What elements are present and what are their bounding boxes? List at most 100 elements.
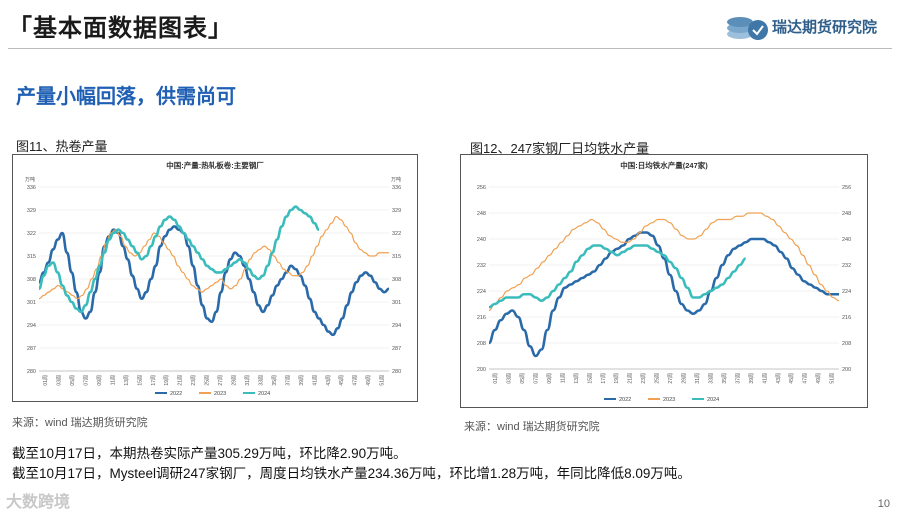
right-xtick: 47周 — [803, 373, 809, 384]
right-ytick-left: 216 — [477, 315, 486, 321]
watermark-text: 大数跨境 — [6, 494, 71, 511]
right-xtick: 11周 — [560, 373, 566, 383]
page-header-title: 「基本面数据图表」 — [8, 15, 233, 42]
right-legend-label-2024: 2024 — [707, 397, 719, 403]
right-ytick-right: 208 — [842, 341, 851, 347]
right-xtick: 35周 — [722, 373, 728, 384]
left-ytick-left: 308 — [27, 277, 36, 283]
right-xtick: 15周 — [587, 373, 593, 384]
right-xtick: 31周 — [695, 373, 701, 384]
left-chart-frame: 中国:产量:热轧板卷:主要钢厂 万吨 万吨 280 280 287 287 294 294 301… — [12, 154, 418, 402]
left-ytick-left: 280 — [27, 369, 36, 375]
left-xtick: 15周 — [137, 375, 143, 386]
left-ytick-right: 322 — [392, 231, 401, 237]
left-xtick: 43周 — [326, 375, 332, 386]
right-legend-label-2023: 2023 — [663, 397, 675, 403]
right-xtick: 05周 — [520, 373, 526, 384]
left-ytick-right: 315 — [392, 254, 401, 260]
right-ytick-left: 232 — [477, 263, 486, 269]
right-xtick: 29周 — [682, 373, 688, 384]
left-xtick: 05周 — [70, 375, 76, 386]
left-ytick-left: 294 — [27, 323, 36, 329]
left-unit-right: 万吨 — [391, 176, 401, 183]
left-ytick-left: 336 — [27, 185, 36, 191]
right-xtick: 39周 — [749, 373, 755, 384]
left-xtick: 13周 — [124, 375, 130, 386]
right-xtick: 27周 — [668, 373, 674, 384]
right-xtick: 37周 — [735, 373, 741, 384]
left-legend-label-2024: 2024 — [258, 391, 270, 397]
right-xtick: 17周 — [601, 373, 607, 384]
right-xtick: 23周 — [641, 373, 647, 384]
left-xtick: 41周 — [312, 375, 318, 386]
section-subtitle: 产量小幅回落，供需尚可 — [16, 86, 236, 108]
right-series-2024-line — [488, 244, 747, 309]
left-xtick: 25周 — [205, 375, 211, 386]
right-ytick-left: 248 — [477, 211, 486, 217]
right-xtick: 21周 — [628, 373, 634, 384]
left-chart-caption: 图11、热卷产量 — [16, 139, 108, 154]
left-ytick-right: 329 — [392, 208, 401, 214]
right-xtick: 13周 — [574, 373, 580, 384]
left-xtick: 29周 — [232, 375, 238, 386]
right-series-2023-line — [488, 212, 840, 312]
right-xtick: 09周 — [547, 373, 553, 384]
coin-stack-icon — [727, 17, 768, 40]
right-ytick-left: 240 — [477, 237, 486, 243]
page-number: 10 — [877, 498, 890, 510]
right-ytick-right: 256 — [842, 185, 851, 191]
left-xtick: 35周 — [272, 375, 278, 386]
left-xtick: 03周 — [57, 375, 63, 386]
right-ytick-right: 200 — [842, 367, 851, 373]
left-xtick: 45周 — [339, 375, 345, 386]
brand-logo: 瑞达期货研究院 — [722, 6, 892, 46]
left-xtick: 23周 — [191, 375, 197, 386]
left-xtick: 17周 — [151, 375, 157, 386]
left-xtick: 37周 — [285, 375, 291, 386]
left-ytick-right: 280 — [392, 369, 401, 375]
brand-logo-text: 瑞达期货研究院 — [772, 19, 878, 36]
left-chart-title: 中国:产量:热轧板卷:主要钢厂 — [166, 160, 264, 170]
note-line-2: 截至10月17日，Mysteel调研247家钢厂，周度日均铁水产量234.36万… — [12, 466, 691, 481]
left-ytick-right: 308 — [392, 277, 401, 283]
left-ytick-right: 301 — [392, 300, 401, 306]
left-series-2022-line — [38, 225, 390, 337]
right-chart-title: 中国:日均铁水产量(247家) — [620, 160, 708, 170]
footer-watermark: 大数跨境 — [6, 488, 70, 512]
left-xtick: 51周 — [380, 375, 386, 386]
right-chart-frame: 中国:日均铁水产量(247家) 200 200 208 208 216 216 224 224 2… — [460, 154, 868, 408]
note-line-1: 截至10月17日，本期热卷实际产量305.29万吨，环比降2.90万吨。 — [12, 446, 407, 461]
left-xtick: 31周 — [245, 375, 251, 386]
left-ytick-right: 287 — [392, 346, 401, 352]
left-ytick-left: 322 — [27, 231, 36, 237]
left-xtick: 33周 — [258, 375, 264, 386]
right-chart-caption: 图12、247家钢厂日均铁水产量 — [470, 141, 650, 156]
right-legend-label-2022: 2022 — [619, 397, 631, 403]
left-series-2024-line — [38, 205, 320, 314]
right-xtick: 07周 — [533, 373, 539, 384]
left-ytick-left: 287 — [27, 346, 36, 352]
right-ytick-right: 232 — [842, 263, 851, 269]
left-xtick: 39周 — [299, 375, 305, 386]
right-xtick: 49周 — [816, 373, 822, 384]
right-xtick: 33周 — [708, 373, 714, 384]
right-xtick: 19周 — [614, 373, 620, 384]
right-xtick: 03周 — [507, 373, 513, 384]
header-divider — [8, 48, 892, 49]
left-ytick-left: 301 — [27, 300, 36, 306]
right-ytick-left: 256 — [477, 185, 486, 191]
right-xtick: 25周 — [655, 373, 661, 384]
right-chart-source: 来源：wind 瑞达期货研究院 — [464, 421, 600, 433]
left-ytick-right: 336 — [392, 185, 401, 191]
right-xtick: 41周 — [762, 373, 768, 384]
left-legend-label-2022: 2022 — [170, 391, 182, 397]
right-ytick-right: 216 — [842, 315, 851, 321]
right-xtick: 45周 — [789, 373, 795, 384]
right-xtick: 01周 — [493, 373, 499, 384]
right-ytick-right: 240 — [842, 237, 851, 243]
right-xtick: 43周 — [776, 373, 782, 384]
left-ytick-left: 315 — [27, 254, 36, 260]
left-xtick: 27周 — [218, 375, 224, 386]
left-chart-source: 来源：wind 瑞达期货研究院 — [12, 417, 148, 429]
